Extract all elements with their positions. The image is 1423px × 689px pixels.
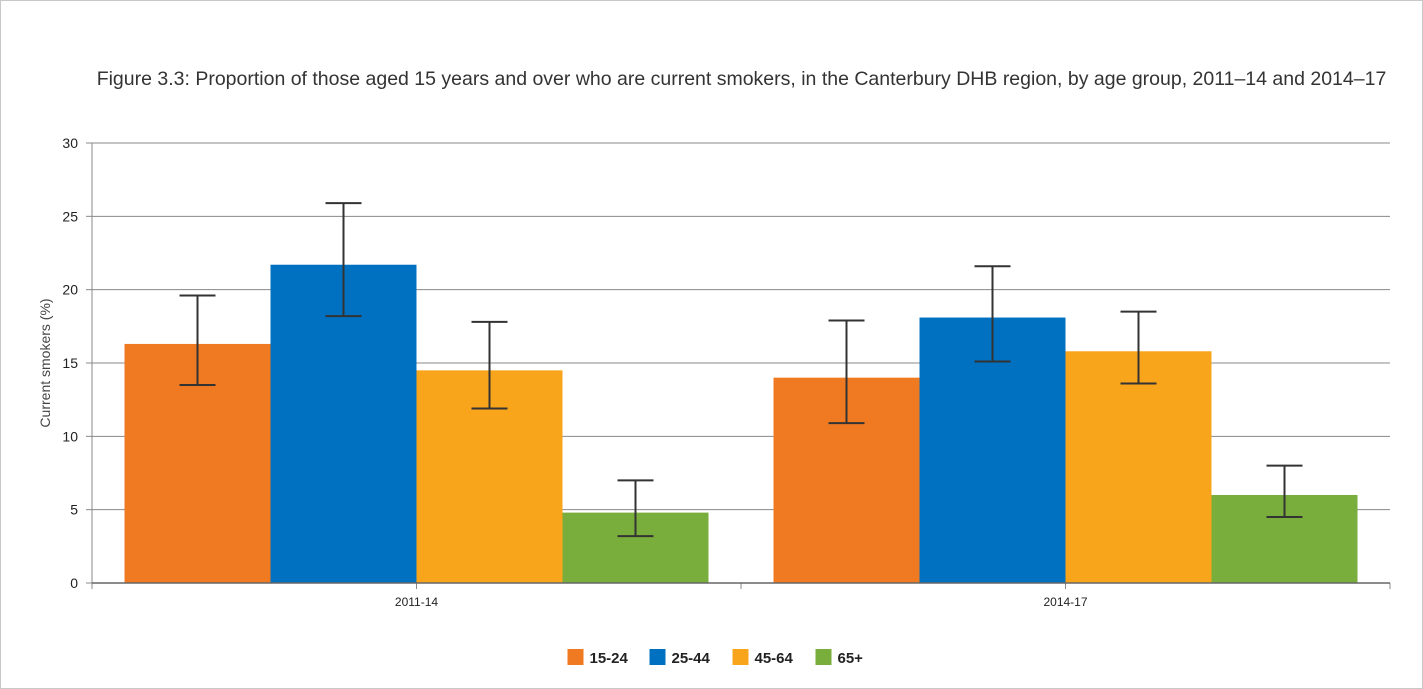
legend-label: 15-24 (590, 650, 629, 667)
x-tick-label: 2011-14 (395, 595, 438, 609)
legend-swatch (815, 649, 832, 665)
legend-label: 25-44 (672, 650, 711, 667)
y-tick-label: 10 (62, 428, 78, 444)
bar (270, 264, 417, 583)
legend-label: 45-64 (755, 650, 794, 667)
bar (1065, 351, 1212, 583)
y-tick-label: 30 (62, 135, 78, 151)
y-tick-label: 25 (62, 208, 78, 224)
legend-swatch (567, 649, 584, 665)
y-tick-label: 5 (70, 502, 78, 518)
chart-title: Figure 3.3: Proportion of those aged 15 … (96, 68, 1387, 90)
y-tick-label: 15 (62, 355, 78, 371)
y-axis-label: Current smokers (%) (37, 298, 53, 427)
legend-swatch (732, 649, 749, 665)
legend-label: 65+ (838, 650, 864, 667)
y-tick-label: 20 (62, 282, 78, 298)
y-tick-label: 0 (70, 575, 78, 591)
legend-swatch (649, 649, 666, 665)
x-tick-label: 2014-17 (1043, 595, 1087, 609)
